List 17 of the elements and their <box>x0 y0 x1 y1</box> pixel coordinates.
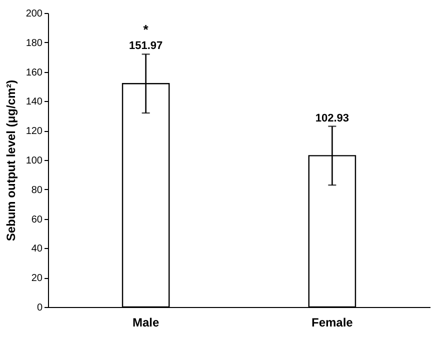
y-tick-label: 200 <box>26 8 43 20</box>
y-tick-label: 120 <box>26 126 43 138</box>
annotation: * <box>143 22 150 38</box>
y-tick-label: 20 <box>31 273 43 284</box>
y-axis-title: Sebum output level (μg/cm²) <box>4 80 18 242</box>
y-tick-label: 0 <box>36 302 43 314</box>
y-tick-label: 100 <box>26 156 43 166</box>
y-tick-label: 40 <box>31 244 43 255</box>
y-tick-label: 80 <box>31 184 43 196</box>
y-tick-label: 160 <box>26 67 43 78</box>
data-label: 102.93 <box>315 112 349 124</box>
data-label: 151.97 <box>129 40 163 52</box>
y-tick-label: 140 <box>26 96 43 108</box>
y-tick-label: 60 <box>31 214 43 226</box>
x-tick-label: Male <box>132 316 160 330</box>
x-tick-label: Female <box>311 316 354 330</box>
y-tick-label: 180 <box>26 38 43 49</box>
